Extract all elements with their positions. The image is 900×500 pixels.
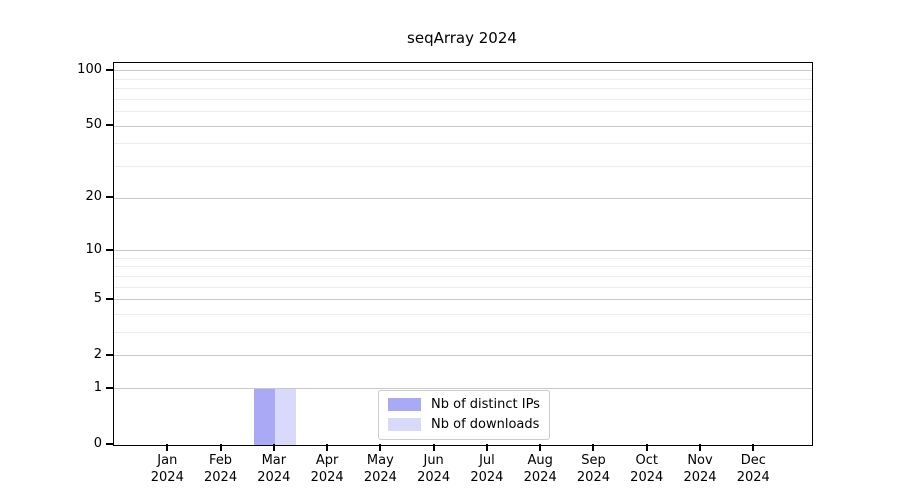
x-axis-tick-label: May 2024 bbox=[345, 452, 415, 486]
gridline-major bbox=[114, 299, 812, 301]
y-axis-tick bbox=[106, 248, 113, 251]
legend: Nb of distinct IPs Nb of downloads bbox=[378, 390, 550, 440]
y-axis-tick bbox=[106, 353, 113, 356]
gridline-minor bbox=[114, 88, 812, 90]
y-axis-tick-label: 10 bbox=[85, 241, 102, 257]
bar-nb-of-distinct-ips bbox=[253, 388, 275, 445]
x-axis-tick-label-line: Mar bbox=[261, 453, 287, 468]
gridline-minor bbox=[114, 257, 812, 259]
x-axis-tick-label-line: 2024 bbox=[310, 470, 344, 485]
legend-label-distinct-ips: Nb of distinct IPs bbox=[431, 397, 540, 412]
gridline-major bbox=[114, 197, 812, 199]
x-axis-tick-label: Apr 2024 bbox=[292, 452, 362, 486]
x-axis-tick bbox=[219, 444, 222, 451]
x-axis-tick-label: Aug 2024 bbox=[505, 452, 575, 486]
x-axis-tick-label-line: May bbox=[366, 453, 394, 468]
x-axis-tick bbox=[432, 444, 435, 451]
x-axis-tick-label-line: 2024 bbox=[736, 470, 770, 485]
y-axis-tick-label: 5 bbox=[93, 290, 102, 306]
x-axis-tick-label-line: Jan bbox=[157, 453, 178, 468]
x-axis-tick bbox=[379, 444, 382, 451]
x-axis-tick-label-line: Sep bbox=[581, 453, 606, 468]
y-axis-tick-label: 100 bbox=[77, 61, 102, 77]
x-axis-tick-label-line: 2024 bbox=[630, 470, 664, 485]
x-axis-tick-label-line: 2024 bbox=[470, 470, 504, 485]
gridline-minor bbox=[114, 143, 812, 145]
x-axis-tick bbox=[699, 444, 701, 451]
x-axis-tick-label: Dec 2024 bbox=[718, 452, 788, 486]
gridline-major bbox=[114, 70, 812, 72]
x-axis-tick bbox=[166, 444, 169, 451]
gridline-minor bbox=[114, 111, 812, 113]
x-axis-tick-label: Oct 2024 bbox=[612, 452, 682, 486]
gridline-minor bbox=[114, 286, 812, 288]
legend-item-distinct-ips: Nb of distinct IPs bbox=[388, 397, 540, 412]
y-axis-tick-label: 2 bbox=[93, 346, 102, 362]
gridline-major bbox=[114, 388, 812, 390]
gridline-minor bbox=[114, 275, 812, 277]
y-axis-tick bbox=[106, 68, 113, 71]
gridline-minor bbox=[114, 332, 812, 334]
x-axis-tick-label-line: 2024 bbox=[683, 470, 717, 485]
y-axis-tick-label: 50 bbox=[85, 117, 102, 133]
x-axis-tick-label-line: 2024 bbox=[257, 470, 291, 485]
x-axis-tick-label-line: Dec bbox=[740, 453, 766, 468]
x-axis-tick-label-line: 2024 bbox=[576, 470, 610, 485]
gridline-minor bbox=[114, 165, 812, 167]
x-axis-tick-label: Sep 2024 bbox=[558, 452, 628, 486]
x-axis-tick-label-line: Oct bbox=[635, 453, 658, 468]
x-axis-tick-label-line: 2024 bbox=[523, 470, 557, 485]
gridline-major bbox=[114, 355, 812, 357]
gridline-minor bbox=[114, 313, 812, 315]
y-axis-tick bbox=[106, 196, 113, 199]
legend-item-downloads: Nb of downloads bbox=[388, 417, 540, 432]
x-axis-tick bbox=[539, 444, 542, 451]
gridline-major bbox=[114, 250, 812, 251]
x-axis-tick bbox=[326, 444, 329, 451]
y-axis-tick-label: 0 bbox=[93, 436, 102, 451]
x-axis-tick bbox=[645, 444, 648, 451]
x-axis-tick-label-line: Jun bbox=[423, 453, 444, 468]
y-axis-tick-label: 20 bbox=[85, 189, 102, 205]
x-axis-tick-label-line: 2024 bbox=[204, 470, 238, 485]
y-axis-tick bbox=[106, 386, 113, 389]
legend-swatch-downloads bbox=[388, 418, 421, 431]
x-axis-tick-label: Jul 2024 bbox=[452, 452, 522, 486]
gridline-minor bbox=[114, 98, 812, 100]
x-axis-tick-label: Nov 2024 bbox=[665, 452, 735, 486]
y-axis-tick-label: 1 bbox=[93, 379, 102, 395]
x-axis-tick-label-line: Nov bbox=[687, 453, 713, 468]
x-axis-tick bbox=[272, 444, 275, 451]
bar-nb-of-downloads bbox=[274, 388, 297, 445]
legend-label-downloads: Nb of downloads bbox=[431, 417, 540, 432]
y-axis-tick bbox=[106, 124, 113, 127]
x-axis-tick bbox=[485, 444, 488, 451]
x-axis-tick-label-line: 2024 bbox=[150, 470, 184, 485]
x-axis-tick-label-line: Aug bbox=[527, 453, 553, 468]
gridline-minor bbox=[114, 78, 812, 80]
y-axis-tick bbox=[106, 443, 113, 445]
x-axis-tick-label-line: 2024 bbox=[363, 470, 397, 485]
gridline-major bbox=[114, 125, 812, 127]
x-axis-tick-label-line: Jul bbox=[479, 453, 495, 468]
x-axis-tick bbox=[592, 444, 595, 451]
x-axis-tick-label: Mar 2024 bbox=[239, 452, 309, 486]
chart-title: seqArray 2024 bbox=[407, 29, 517, 47]
gridline-minor bbox=[114, 266, 812, 268]
y-axis-tick bbox=[106, 297, 113, 300]
x-axis-tick-label-line: 2024 bbox=[417, 470, 451, 485]
x-axis-tick-label-line: Feb bbox=[209, 453, 233, 468]
x-axis-tick-label: Feb 2024 bbox=[186, 452, 256, 486]
x-axis-tick bbox=[752, 444, 755, 451]
x-axis-tick-label: Jan 2024 bbox=[132, 452, 202, 486]
legend-swatch-distinct-ips bbox=[388, 398, 421, 411]
x-axis-tick-label-line: Apr bbox=[315, 453, 339, 468]
x-axis-tick-label: Jun 2024 bbox=[399, 452, 469, 486]
plot-area bbox=[113, 62, 813, 446]
